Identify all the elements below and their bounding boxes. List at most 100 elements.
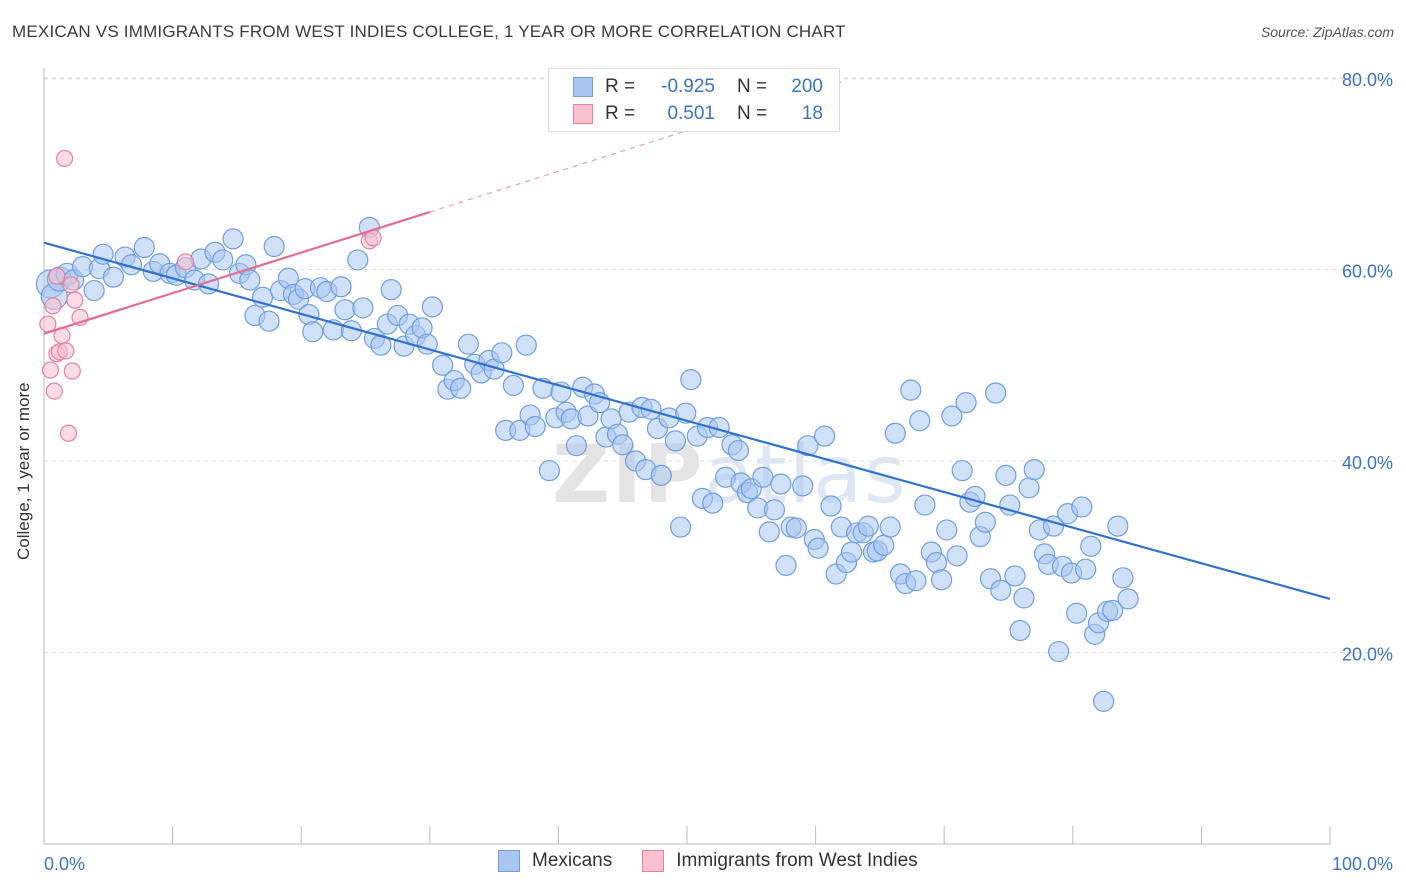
mexicans-point — [432, 354, 454, 376]
west-indies-point — [44, 297, 62, 315]
west-indies-trend-extension — [429, 81, 842, 213]
correlation-legend: R = -0.925 N = 200 R = 0.501 N = 18 — [548, 68, 840, 132]
west-indies-point — [62, 276, 80, 294]
y-tick-label: 20.0% — [1342, 645, 1393, 665]
y-axis-label: College, 1 year or more — [14, 382, 33, 560]
mexicans-point — [1071, 496, 1093, 518]
mexicans-point — [702, 492, 724, 514]
mexicans-point — [664, 430, 687, 452]
mexicans-point — [421, 296, 443, 318]
mexicans-point — [1009, 619, 1031, 642]
mexicans-point — [936, 519, 958, 541]
mexicans-point — [133, 236, 155, 259]
mexicans-point — [258, 310, 280, 332]
west-indies-point — [48, 267, 66, 285]
mexicans-point — [727, 439, 750, 462]
mexicans-point — [680, 369, 702, 391]
x-tick-label: 100.0% — [1332, 854, 1393, 874]
mexicans-point — [1102, 599, 1124, 621]
west-indies-point — [55, 149, 74, 168]
series-label-mexicans: Mexicans — [532, 850, 613, 871]
mexicans-point — [334, 299, 356, 321]
mexicans-point — [841, 541, 863, 563]
legend-r-value: 0.501 — [667, 103, 715, 124]
mexicans-point — [1048, 640, 1070, 663]
mexicans-point — [538, 459, 560, 482]
legend-n-label: N = — [737, 76, 768, 97]
series-label-west-indies: Immigrants from West Indies — [676, 850, 918, 871]
mexicans-point — [985, 382, 1007, 404]
mexicans-point — [770, 473, 792, 495]
mexicans-point — [955, 391, 977, 414]
mexicans-point — [212, 249, 234, 271]
mexicans-point — [239, 269, 261, 291]
mexicans-point — [222, 228, 244, 250]
mexicans-point — [914, 494, 936, 516]
mexicans-point — [302, 321, 324, 343]
mexicans-point — [879, 516, 901, 538]
mexicans-point — [974, 511, 996, 533]
west-indies-point — [41, 361, 60, 379]
west-indies-point — [66, 291, 84, 309]
mexicans-point — [1004, 565, 1026, 587]
mexicans-point — [990, 579, 1012, 601]
mexicans-point — [502, 374, 524, 396]
legend-r-label: R = — [605, 76, 636, 97]
mexicans-point — [1117, 588, 1139, 610]
mexicans-point — [102, 266, 125, 288]
mexicans-point — [807, 537, 829, 559]
mexicans-point — [450, 377, 472, 399]
y-tick-label: 60.0% — [1342, 262, 1393, 282]
series-legend-item-mexicans: Mexicans — [498, 850, 612, 872]
legend-r-label: R = — [605, 103, 636, 124]
mexicans-point — [909, 410, 931, 432]
west-indies-point — [57, 342, 75, 360]
west-indies-point — [63, 362, 81, 380]
mexicans-point — [1018, 477, 1040, 499]
mexicans-point — [1023, 459, 1045, 481]
legend-swatch-mexicans — [573, 77, 593, 97]
mexicans-point — [758, 521, 780, 543]
legend-row-west-indies: R = 0.501 N = 18 — [573, 101, 823, 127]
mexicans-point — [999, 494, 1021, 516]
legend-n-value: 200 — [791, 76, 823, 97]
series-swatch-mexicans — [498, 850, 520, 872]
mexicans-point — [873, 534, 895, 556]
mexicans-point — [814, 425, 836, 447]
mexicans-point — [820, 495, 842, 517]
legend-swatch-west-indies — [573, 104, 593, 124]
mexicans-point — [941, 405, 963, 427]
mexicans-point — [785, 517, 807, 539]
mexicans-point — [763, 499, 786, 521]
mexicans-point — [565, 435, 588, 457]
mexicans-point — [524, 415, 546, 438]
mexicans-point — [1013, 587, 1035, 609]
mexicans-point — [457, 333, 479, 355]
mexicans-point — [491, 342, 513, 364]
mexicans-point — [347, 249, 369, 271]
mexicans-point — [752, 466, 774, 488]
mexicans-point — [650, 464, 672, 486]
mexicans-point — [352, 297, 374, 319]
legend-n-label: N = — [737, 103, 768, 124]
mexicans-trend-line — [43, 241, 1331, 600]
mexicans-point — [263, 235, 285, 258]
west-indies-trend-line — [43, 211, 431, 335]
mexicans-point — [669, 516, 692, 538]
mexicans-point — [577, 405, 599, 427]
mexicans-point — [640, 398, 662, 420]
mexicans-point — [951, 459, 973, 482]
chart-title: MEXICAN VS IMMIGRANTS FROM WEST INDIES C… — [12, 22, 846, 41]
mexicans-point — [900, 379, 922, 401]
mexicans-point — [905, 570, 927, 592]
west-indies-point — [45, 382, 63, 400]
legend-row-mexicans: R = -0.925 N = 200 — [573, 74, 823, 100]
series-swatch-west-indies — [642, 850, 665, 872]
legend-r-value: -0.925 — [661, 76, 715, 97]
mexicans-point — [612, 434, 634, 456]
mexicans-point — [92, 243, 114, 265]
series-legend: Mexicans Immigrants from West Indies — [498, 850, 948, 872]
mexicans-point — [946, 545, 968, 567]
mexicans-point — [995, 464, 1017, 486]
